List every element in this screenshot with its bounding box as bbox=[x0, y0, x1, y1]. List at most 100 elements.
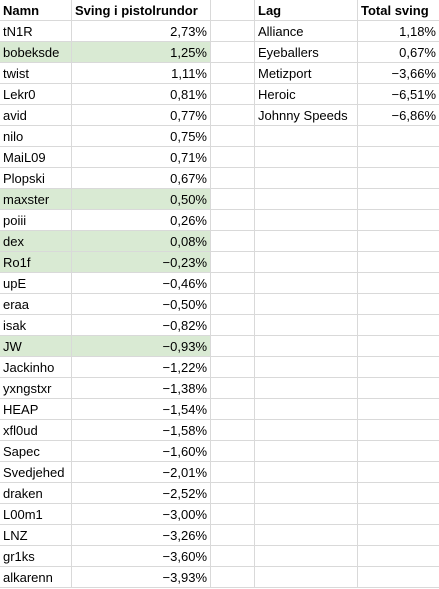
empty-cell[interactable] bbox=[211, 105, 255, 126]
player-swing-cell[interactable]: −2,01% bbox=[72, 462, 211, 483]
empty-cell[interactable] bbox=[211, 399, 255, 420]
empty-cell[interactable] bbox=[358, 546, 439, 567]
empty-cell[interactable] bbox=[358, 357, 439, 378]
empty-cell[interactable] bbox=[211, 483, 255, 504]
empty-cell[interactable] bbox=[358, 420, 439, 441]
empty-cell[interactable] bbox=[358, 294, 439, 315]
empty-cell[interactable] bbox=[211, 84, 255, 105]
empty-cell[interactable] bbox=[211, 357, 255, 378]
header-total[interactable]: Total sving bbox=[358, 0, 439, 21]
player-swing-cell[interactable]: −3,93% bbox=[72, 567, 211, 588]
empty-cell[interactable] bbox=[358, 273, 439, 294]
player-name-cell[interactable]: Lekr0 bbox=[0, 84, 72, 105]
empty-cell[interactable] bbox=[211, 231, 255, 252]
player-swing-cell[interactable]: −1,54% bbox=[72, 399, 211, 420]
empty-cell[interactable] bbox=[211, 126, 255, 147]
empty-cell[interactable] bbox=[255, 126, 358, 147]
player-name-cell[interactable]: avid bbox=[0, 105, 72, 126]
player-name-cell[interactable]: nilo bbox=[0, 126, 72, 147]
empty-cell[interactable] bbox=[358, 378, 439, 399]
header-name[interactable]: Namn bbox=[0, 0, 72, 21]
empty-cell[interactable] bbox=[255, 315, 358, 336]
empty-cell[interactable] bbox=[358, 504, 439, 525]
player-name-cell[interactable]: JW bbox=[0, 336, 72, 357]
empty-cell[interactable] bbox=[255, 378, 358, 399]
player-name-cell[interactable]: eraa bbox=[0, 294, 72, 315]
empty-cell[interactable] bbox=[255, 483, 358, 504]
empty-cell[interactable] bbox=[358, 210, 439, 231]
player-name-cell[interactable]: upE bbox=[0, 273, 72, 294]
player-swing-cell[interactable]: 1,11% bbox=[72, 63, 211, 84]
empty-cell[interactable] bbox=[358, 126, 439, 147]
player-name-cell[interactable]: isak bbox=[0, 315, 72, 336]
empty-cell[interactable] bbox=[255, 504, 358, 525]
empty-cell[interactable] bbox=[211, 525, 255, 546]
empty-cell[interactable] bbox=[255, 420, 358, 441]
player-swing-cell[interactable]: −1,58% bbox=[72, 420, 211, 441]
player-swing-cell[interactable]: −1,60% bbox=[72, 441, 211, 462]
player-swing-cell[interactable]: 0,77% bbox=[72, 105, 211, 126]
empty-cell[interactable] bbox=[358, 315, 439, 336]
empty-cell[interactable] bbox=[211, 63, 255, 84]
empty-cell[interactable] bbox=[211, 378, 255, 399]
team-total-cell[interactable]: −6,86% bbox=[358, 105, 439, 126]
header-team[interactable]: Lag bbox=[255, 0, 358, 21]
empty-cell[interactable] bbox=[211, 336, 255, 357]
player-swing-cell[interactable]: −0,93% bbox=[72, 336, 211, 357]
empty-cell[interactable] bbox=[211, 420, 255, 441]
empty-cell[interactable] bbox=[358, 483, 439, 504]
player-name-cell[interactable]: Sapec bbox=[0, 441, 72, 462]
empty-cell[interactable] bbox=[358, 168, 439, 189]
empty-cell[interactable] bbox=[358, 252, 439, 273]
empty-cell[interactable] bbox=[255, 168, 358, 189]
empty-cell[interactable] bbox=[255, 357, 358, 378]
empty-cell[interactable] bbox=[255, 399, 358, 420]
player-name-cell[interactable]: Ro1f bbox=[0, 252, 72, 273]
team-total-cell[interactable]: 1,18% bbox=[358, 21, 439, 42]
player-swing-cell[interactable]: −0,82% bbox=[72, 315, 211, 336]
team-name-cell[interactable]: Johnny Speeds bbox=[255, 105, 358, 126]
player-name-cell[interactable]: twist bbox=[0, 63, 72, 84]
empty-cell[interactable] bbox=[211, 21, 255, 42]
empty-cell[interactable] bbox=[255, 567, 358, 588]
player-name-cell[interactable]: L00m1 bbox=[0, 504, 72, 525]
player-name-cell[interactable]: tN1R bbox=[0, 21, 72, 42]
player-swing-cell[interactable]: −3,00% bbox=[72, 504, 211, 525]
empty-cell[interactable] bbox=[255, 189, 358, 210]
empty-cell[interactable] bbox=[255, 441, 358, 462]
empty-cell[interactable] bbox=[358, 462, 439, 483]
empty-cell[interactable] bbox=[211, 189, 255, 210]
empty-cell[interactable] bbox=[211, 546, 255, 567]
player-swing-cell[interactable]: −0,23% bbox=[72, 252, 211, 273]
player-name-cell[interactable]: poiii bbox=[0, 210, 72, 231]
empty-cell[interactable] bbox=[211, 462, 255, 483]
player-name-cell[interactable]: MaiL09 bbox=[0, 147, 72, 168]
player-name-cell[interactable]: maxster bbox=[0, 189, 72, 210]
empty-cell[interactable] bbox=[211, 168, 255, 189]
player-name-cell[interactable]: Svedjehed bbox=[0, 462, 72, 483]
empty-cell[interactable] bbox=[211, 273, 255, 294]
player-swing-cell[interactable]: 0,26% bbox=[72, 210, 211, 231]
empty-cell[interactable] bbox=[358, 147, 439, 168]
empty-cell[interactable] bbox=[211, 315, 255, 336]
team-total-cell[interactable]: 0,67% bbox=[358, 42, 439, 63]
player-name-cell[interactable]: yxngstxr bbox=[0, 378, 72, 399]
empty-cell[interactable] bbox=[358, 525, 439, 546]
team-name-cell[interactable]: Eyeballers bbox=[255, 42, 358, 63]
team-total-cell[interactable]: −6,51% bbox=[358, 84, 439, 105]
empty-cell[interactable] bbox=[211, 0, 255, 21]
player-name-cell[interactable]: alkarenn bbox=[0, 567, 72, 588]
empty-cell[interactable] bbox=[358, 231, 439, 252]
player-name-cell[interactable]: Jackinho bbox=[0, 357, 72, 378]
player-swing-cell[interactable]: −0,50% bbox=[72, 294, 211, 315]
team-name-cell[interactable]: Heroic bbox=[255, 84, 358, 105]
player-swing-cell[interactable]: −1,38% bbox=[72, 378, 211, 399]
player-swing-cell[interactable]: −3,26% bbox=[72, 525, 211, 546]
empty-cell[interactable] bbox=[358, 336, 439, 357]
player-name-cell[interactable]: HEAP bbox=[0, 399, 72, 420]
player-swing-cell[interactable]: 0,67% bbox=[72, 168, 211, 189]
empty-cell[interactable] bbox=[211, 294, 255, 315]
player-name-cell[interactable]: LNZ bbox=[0, 525, 72, 546]
empty-cell[interactable] bbox=[255, 252, 358, 273]
player-swing-cell[interactable]: 0,08% bbox=[72, 231, 211, 252]
